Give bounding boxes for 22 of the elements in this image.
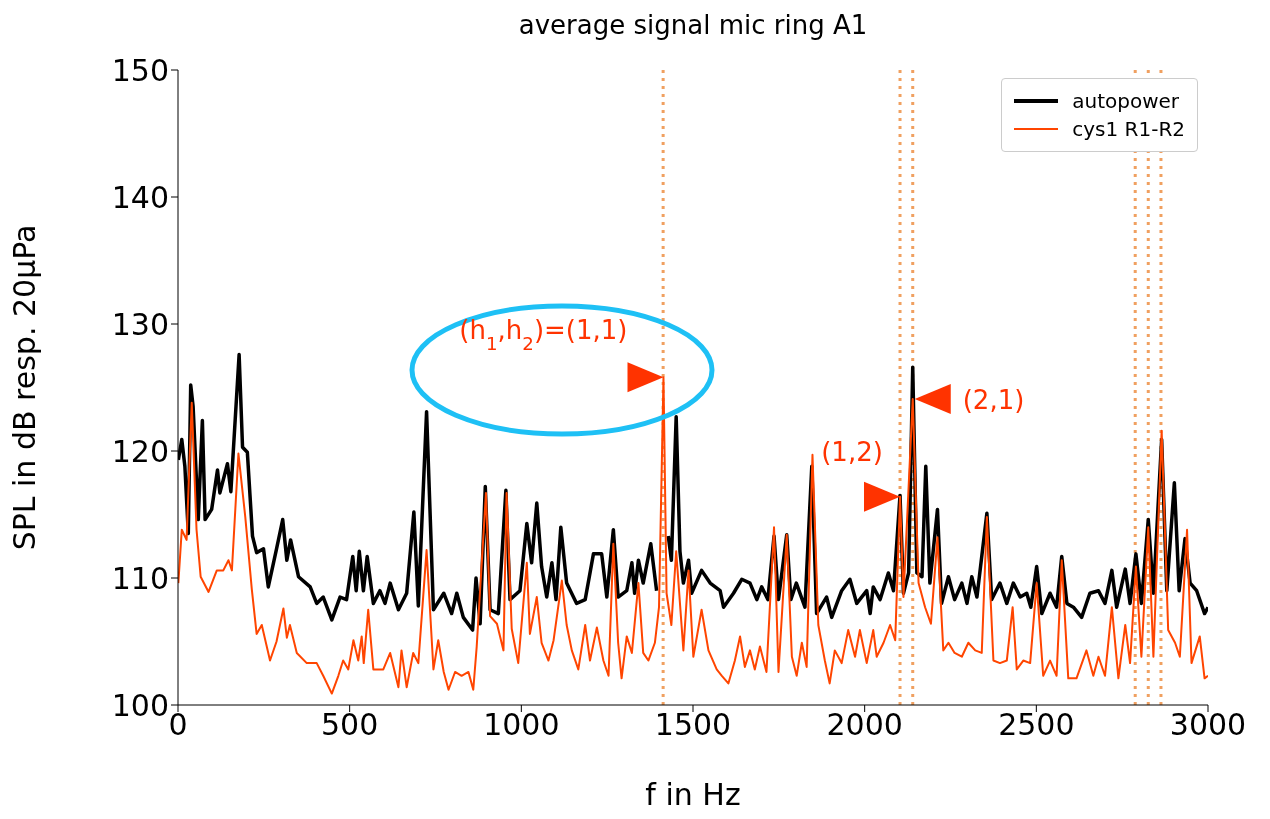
x-tick-label: 1500	[654, 707, 732, 743]
annotation: (2,1)	[962, 384, 1025, 415]
y-axis-title: SPL in dB resp. 20μPa	[6, 224, 42, 551]
line-series	[178, 376, 1208, 695]
y-tick-label: 100	[111, 687, 169, 723]
annotation: (1,2)	[821, 436, 883, 467]
y-tick-label: 140	[111, 179, 169, 215]
x-tick-label: 500	[321, 707, 379, 743]
legend-label: cys1 R1-R2	[1072, 117, 1185, 141]
x-axis-title: f in Hz	[645, 777, 741, 812]
x-tick-label: 2000	[826, 707, 903, 743]
x-tick-label: 1000	[483, 707, 560, 743]
x-tick-label: 2500	[998, 707, 1075, 743]
y-tick-label: 130	[111, 306, 169, 342]
y-tick-label: 110	[111, 560, 169, 596]
x-tick-label: 3000	[1169, 707, 1247, 743]
x-tick-label: 0	[168, 707, 188, 743]
legend-label: autopower	[1072, 89, 1180, 113]
chart-title: average signal mic ring A1	[517, 10, 869, 40]
y-tick-label: 120	[111, 433, 169, 469]
y-tick-label: 150	[111, 52, 169, 88]
annotation: (h$_{1}$,h$_{2}$)=(1,1)	[459, 315, 628, 354]
